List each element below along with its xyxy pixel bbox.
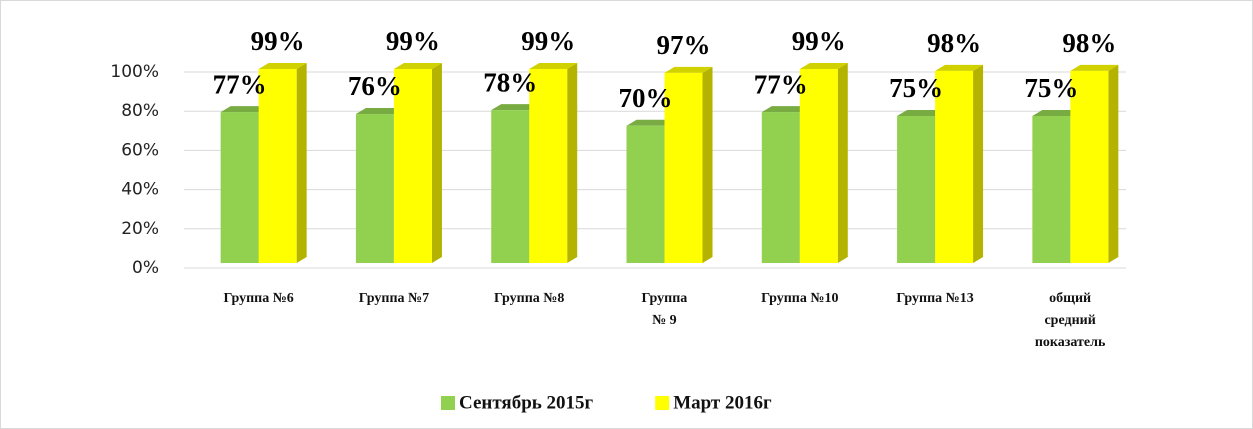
bar-front bbox=[258, 68, 297, 264]
x-tick-label: Группа № 9 bbox=[641, 291, 688, 328]
bar bbox=[258, 62, 307, 264]
bar-top bbox=[258, 62, 307, 69]
bar-front bbox=[664, 72, 703, 263]
bar bbox=[799, 62, 848, 264]
bar-top bbox=[935, 64, 984, 71]
value-label: 99% bbox=[521, 26, 575, 56]
value-label: 77% bbox=[213, 69, 267, 99]
bar-top bbox=[761, 106, 810, 113]
bar-front bbox=[897, 116, 936, 263]
bar-front bbox=[799, 68, 838, 264]
x-tick-label: Группа №13 bbox=[896, 291, 974, 306]
bar-front bbox=[761, 112, 800, 263]
legend-swatch bbox=[441, 396, 455, 410]
bar-side bbox=[296, 62, 307, 264]
bar-top bbox=[1032, 110, 1081, 116]
bar-top bbox=[664, 66, 713, 73]
bar-top bbox=[529, 62, 578, 69]
legend-label: Сентябрь 2015г bbox=[459, 392, 594, 413]
value-label: 99% bbox=[386, 26, 440, 56]
x-tick-label: Группа №8 bbox=[494, 291, 565, 306]
x-tick-label: общий средний показатель bbox=[1034, 291, 1106, 350]
bar-side bbox=[702, 66, 713, 263]
value-label: 99% bbox=[251, 26, 305, 56]
value-label: 78% bbox=[483, 67, 537, 97]
bar-side bbox=[837, 62, 848, 264]
bar-top bbox=[799, 62, 848, 69]
y-tick-label: 0% bbox=[132, 258, 159, 278]
bar-side bbox=[431, 62, 442, 264]
bar-front bbox=[491, 110, 530, 264]
bar-front bbox=[1070, 70, 1109, 263]
bar-front bbox=[220, 112, 259, 263]
bar-front bbox=[393, 68, 432, 264]
bar-side bbox=[1108, 64, 1119, 263]
bar-side bbox=[567, 62, 578, 264]
bar-top bbox=[355, 108, 404, 115]
bar-top bbox=[626, 119, 675, 126]
bar-top bbox=[1070, 64, 1119, 71]
legend-swatch bbox=[655, 396, 670, 410]
value-label: 98% bbox=[927, 28, 981, 58]
bar-front bbox=[355, 114, 394, 263]
y-tick-label: 60% bbox=[121, 140, 159, 160]
x-tick-label: Группа №7 bbox=[358, 291, 430, 306]
x-tick-label: Группа №10 bbox=[761, 291, 839, 306]
y-tick-label: 100% bbox=[110, 62, 159, 82]
y-tick-label: 20% bbox=[121, 219, 159, 239]
bar-top bbox=[220, 106, 269, 113]
legend-label: Март 2016г bbox=[673, 392, 772, 413]
y-tick-label: 80% bbox=[121, 101, 159, 121]
value-label: 75% bbox=[1024, 73, 1078, 103]
value-label: 97% bbox=[657, 30, 711, 60]
value-label: 77% bbox=[754, 69, 808, 99]
value-label: 99% bbox=[792, 26, 846, 56]
x-tick-label: Группа №6 bbox=[223, 291, 294, 306]
bar-front bbox=[626, 125, 665, 263]
value-label: 98% bbox=[1062, 28, 1116, 58]
bar-top bbox=[897, 110, 946, 116]
bar-top bbox=[393, 62, 442, 69]
bar bbox=[935, 64, 984, 263]
value-label: 76% bbox=[348, 71, 402, 101]
bar-top bbox=[491, 104, 540, 111]
value-label: 75% bbox=[889, 73, 943, 103]
bar-front bbox=[935, 70, 974, 263]
bar bbox=[1070, 64, 1119, 263]
bar bbox=[529, 62, 578, 264]
bar-side bbox=[973, 64, 984, 263]
bar bbox=[393, 62, 442, 264]
bar-front bbox=[529, 68, 568, 264]
bar-front bbox=[1032, 116, 1071, 263]
y-tick-label: 40% bbox=[121, 180, 159, 200]
bar bbox=[664, 66, 713, 263]
value-label: 70% bbox=[619, 83, 673, 113]
